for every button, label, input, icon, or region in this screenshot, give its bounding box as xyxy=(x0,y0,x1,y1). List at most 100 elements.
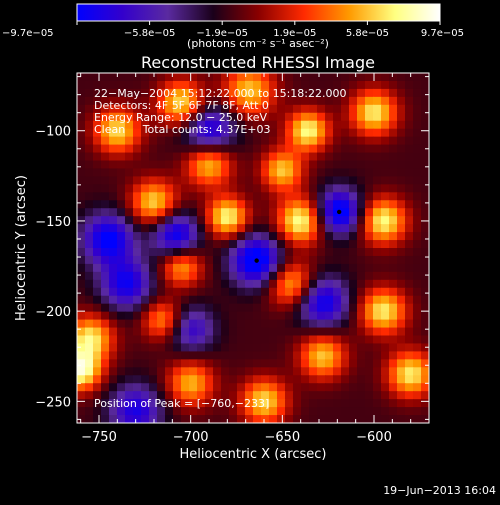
heatmap-cell xyxy=(405,343,414,352)
heatmap-cell xyxy=(405,232,414,241)
heatmap-cell xyxy=(221,184,230,193)
heatmap-image xyxy=(77,73,429,423)
heatmap-cell xyxy=(237,104,246,114)
heatmap-cell xyxy=(389,136,398,146)
heatmap-cell xyxy=(189,160,198,170)
heatmap-cell xyxy=(205,232,214,241)
heatmap-cell xyxy=(173,367,182,376)
heatmap-cell xyxy=(221,88,230,98)
heatmap-cell xyxy=(173,391,182,400)
heatmap-cell xyxy=(413,351,422,360)
heatmap-cell xyxy=(365,415,374,423)
heatmap-cell xyxy=(277,359,286,368)
heatmap-cell xyxy=(213,375,222,384)
heatmap-cell xyxy=(213,248,222,257)
heatmap-cell xyxy=(309,104,318,114)
heatmap-cell xyxy=(101,271,110,281)
heatmap-cell xyxy=(389,96,398,106)
heatmap-cell xyxy=(221,192,230,201)
heatmap-cell xyxy=(285,216,294,225)
heatmap-cell xyxy=(301,88,310,98)
heatmap-cell xyxy=(245,88,254,98)
heatmap-cell xyxy=(221,255,230,265)
heatmap-cell xyxy=(333,351,342,360)
heatmap-cell xyxy=(269,407,278,416)
heatmap-cell xyxy=(133,208,142,217)
heatmap-cell xyxy=(253,279,262,289)
heatmap-cell xyxy=(189,351,198,360)
heatmap-cell xyxy=(221,367,230,376)
heatmap-cell xyxy=(157,128,166,138)
heatmap-cell xyxy=(205,160,214,170)
heatmap-cell xyxy=(245,208,254,217)
heatmap-cell xyxy=(357,391,366,400)
heatmap-cell xyxy=(389,391,398,400)
heatmap-cell xyxy=(181,295,190,305)
heatmap-cell xyxy=(253,224,262,233)
heatmap-cell xyxy=(117,335,126,345)
heatmap-cell xyxy=(197,104,206,114)
heatmap-cell xyxy=(165,415,174,423)
heatmap-cell xyxy=(221,120,230,130)
heatmap-cell xyxy=(261,176,270,185)
heatmap-cell xyxy=(133,176,142,185)
heatmap-cell xyxy=(205,399,214,408)
heatmap-cell xyxy=(77,399,86,408)
heatmap-cell xyxy=(93,303,102,313)
heatmap-cell xyxy=(341,367,350,376)
heatmap-cell xyxy=(165,407,174,416)
heatmap-cell xyxy=(213,351,222,360)
heatmap-cell xyxy=(205,184,214,193)
heatmap-cell xyxy=(197,263,206,273)
heatmap-cell xyxy=(101,208,110,217)
heatmap-cell xyxy=(269,136,278,146)
heatmap-cell xyxy=(269,168,278,177)
heatmap-cell xyxy=(341,343,350,352)
heatmap-cell xyxy=(197,232,206,241)
heatmap-cell xyxy=(189,112,198,122)
heatmap-cell xyxy=(149,303,158,313)
heatmap-cell xyxy=(261,415,270,423)
heatmap-cell xyxy=(349,136,358,146)
heatmap-cell xyxy=(245,240,254,249)
heatmap-cell xyxy=(357,359,366,368)
heatmap-cell xyxy=(373,176,382,185)
heatmap-cell xyxy=(221,176,230,185)
heatmap-cell xyxy=(325,327,334,337)
heatmap-cell xyxy=(421,287,429,297)
heatmap-cell xyxy=(389,184,398,193)
heatmap-cell xyxy=(173,168,182,177)
heatmap-cell xyxy=(133,120,142,130)
heatmap-cell xyxy=(101,240,110,249)
heatmap-cell xyxy=(301,255,310,265)
heatmap-cell xyxy=(117,160,126,170)
heatmap-cell xyxy=(357,73,366,82)
heatmap-cell xyxy=(253,232,262,241)
heatmap-cell xyxy=(133,112,142,122)
heatmap-cell xyxy=(181,383,190,392)
heatmap-cell xyxy=(213,399,222,408)
heatmap-cell xyxy=(117,184,126,193)
heatmap-cell xyxy=(405,152,414,162)
heatmap-cell xyxy=(165,359,174,368)
heatmap-cell xyxy=(85,359,94,368)
heatmap-cell xyxy=(277,335,286,345)
heatmap-cell xyxy=(381,271,390,281)
heatmap-cell xyxy=(389,327,398,337)
heatmap-cell xyxy=(405,216,414,225)
heatmap-cell xyxy=(237,200,246,209)
heatmap-cell xyxy=(93,327,102,337)
timestamp-label: 19−Jun−2013 16:04 xyxy=(383,484,496,497)
heatmap-cell xyxy=(93,248,102,257)
heatmap-cell xyxy=(365,168,374,177)
heatmap-cell xyxy=(85,407,94,416)
heatmap-cell xyxy=(317,279,326,289)
heatmap-cell xyxy=(357,184,366,193)
heatmap-cell xyxy=(165,88,174,98)
heatmap-cell xyxy=(341,104,350,114)
heatmap-cell xyxy=(229,343,238,352)
heatmap-cell xyxy=(245,367,254,376)
heatmap-cell xyxy=(165,184,174,193)
heatmap-cell xyxy=(413,104,422,114)
heatmap-cell xyxy=(101,216,110,225)
